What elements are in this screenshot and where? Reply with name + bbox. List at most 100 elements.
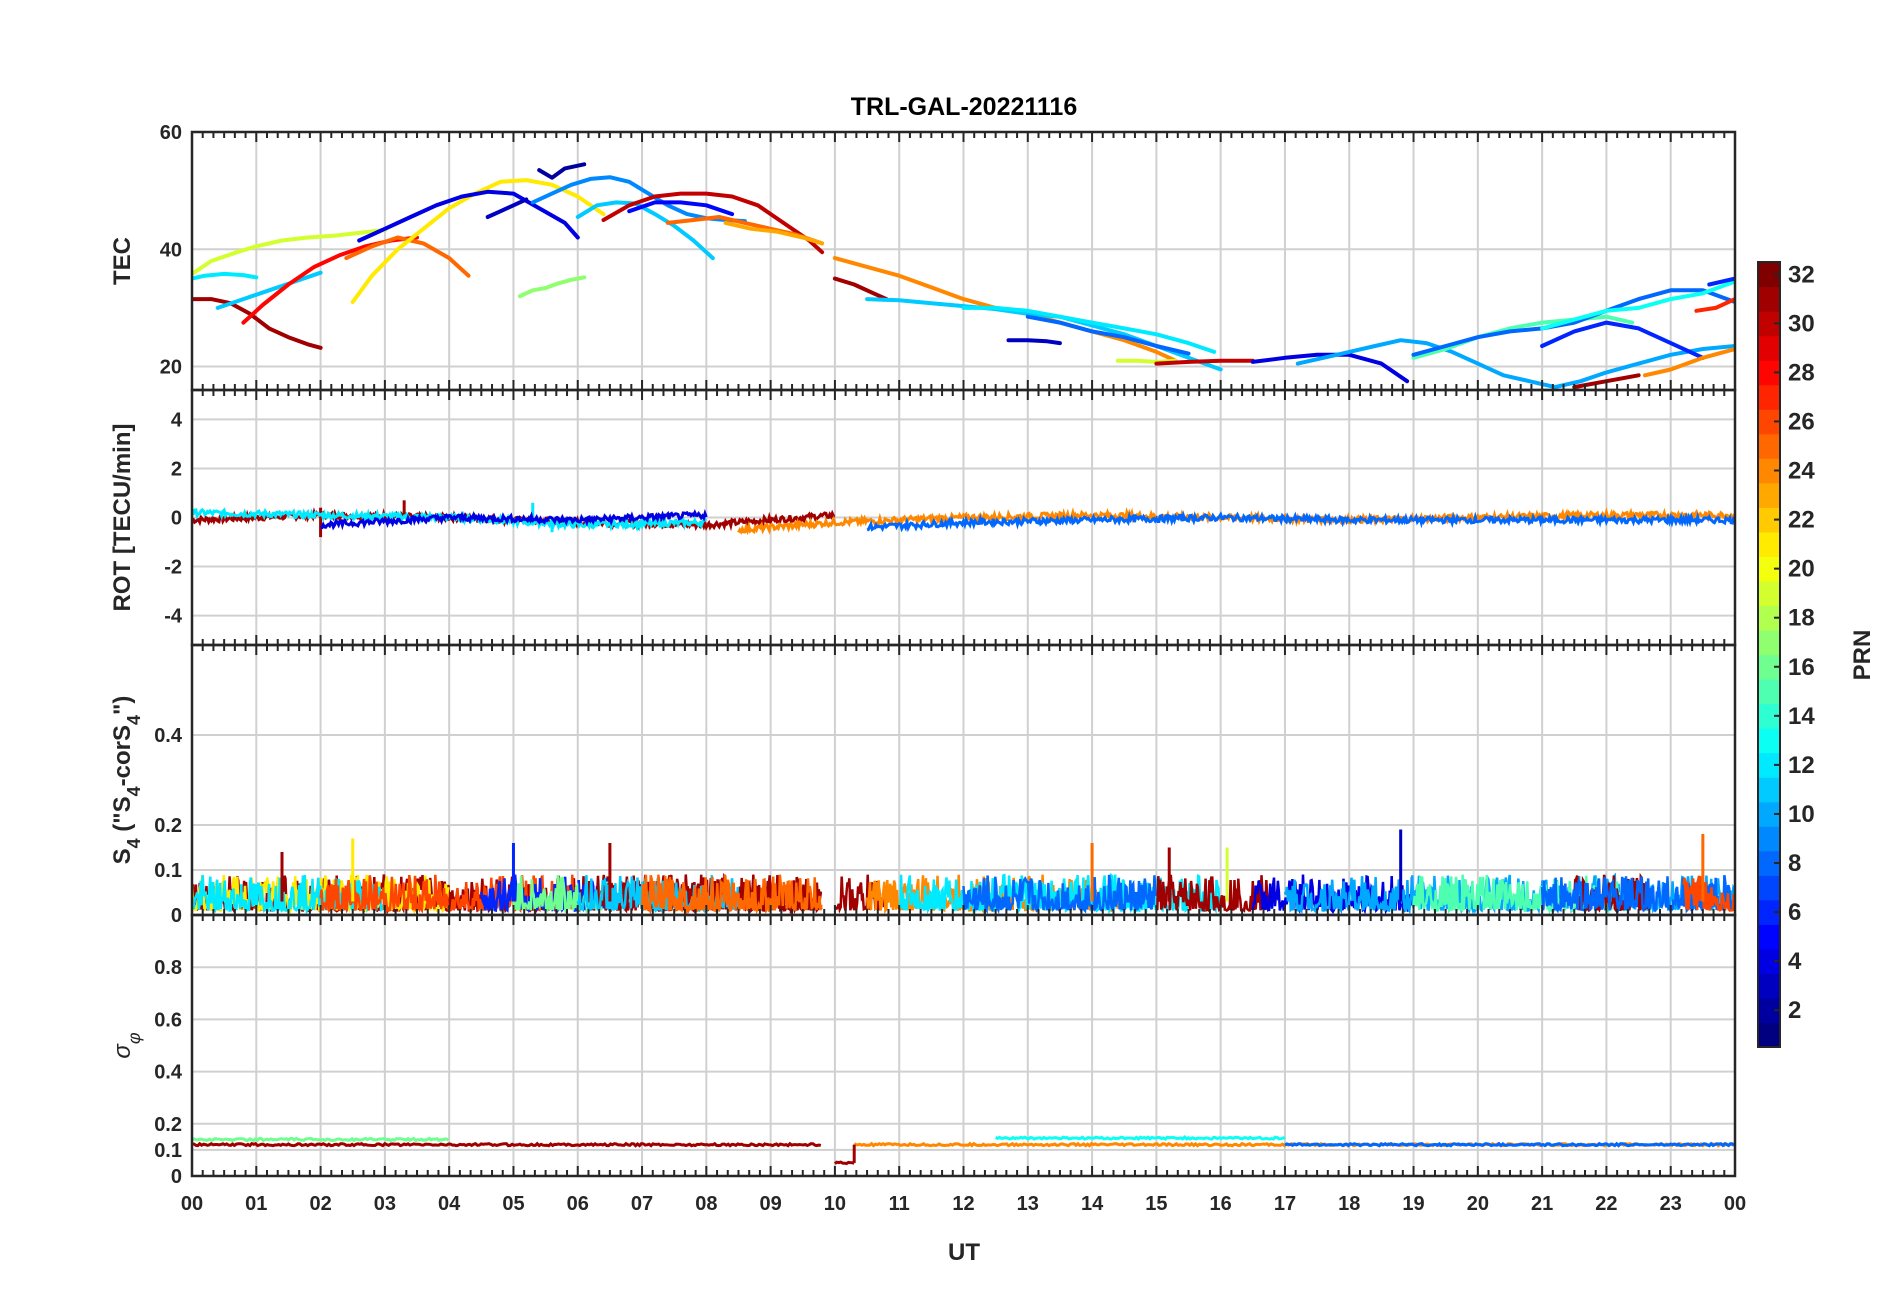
colorbar-tick-label: 16 <box>1788 654 1815 681</box>
x-tick-label: 00 <box>181 1193 203 1215</box>
y-tick-label: 0 <box>171 1166 182 1188</box>
series-line-prn-16 <box>192 1136 450 1143</box>
colorbar-swatch <box>1758 409 1780 435</box>
colorbar-swatch <box>1758 777 1780 803</box>
y-tick-label: 0.2 <box>154 815 182 837</box>
y-tick-label: 40 <box>160 239 182 261</box>
colorbar-tick-label: 6 <box>1788 899 1801 926</box>
series-line-prn-3 <box>485 197 529 219</box>
series-line-prn-31 <box>192 297 323 350</box>
colorbar-tick-label: 14 <box>1788 703 1815 730</box>
colorbar-swatch <box>1758 679 1780 705</box>
x-axis-label: UT <box>948 1239 980 1266</box>
x-tick-label: 16 <box>1210 1193 1232 1215</box>
colorbar-swatch <box>1758 507 1780 533</box>
y-tick-label: -2 <box>164 557 182 579</box>
chart-title: TRL-GAL-20221116 <box>851 93 1078 121</box>
y-tick-label: 2 <box>171 458 182 480</box>
y-tick-label: 0 <box>171 508 182 530</box>
colorbar-swatch <box>1758 580 1780 607</box>
x-tick-label: 13 <box>1017 1193 1039 1215</box>
colorbar-swatch <box>1758 531 1780 557</box>
colorbar-tick-label: 8 <box>1788 850 1801 877</box>
colorbar-swatch <box>1758 458 1780 484</box>
colorbar-swatch <box>1758 482 1780 508</box>
y-tick-label: 0.4 <box>154 1062 183 1084</box>
y-tick-label: 0.4 <box>154 725 183 747</box>
series-line-prn-12 <box>898 872 1222 915</box>
colorbar-swatch <box>1758 826 1780 852</box>
series-line-prn-10 <box>1295 338 1735 390</box>
series-line-prn-11 <box>215 270 323 310</box>
series-line-prn-3 <box>1006 338 1062 346</box>
series-line-prn-8 <box>866 510 1735 533</box>
y-axis-label-rot: ROT [TECU/min] <box>109 424 136 612</box>
y-axis-label-tec: TEC <box>109 237 136 285</box>
series-line-prn-12 <box>961 305 1217 354</box>
colorbar-tick-label: 28 <box>1788 359 1815 386</box>
colorbar-swatch <box>1758 556 1780 582</box>
x-tick-label: 05 <box>502 1193 524 1215</box>
series-line-prn-30 <box>601 191 825 255</box>
series-line-prn-17 <box>517 275 587 299</box>
x-tick-label: 22 <box>1595 1193 1617 1215</box>
colorbar-swatch <box>1758 801 1780 827</box>
panel-data <box>192 162 1735 390</box>
colorbar-swatch <box>1758 899 1780 925</box>
panel-data <box>192 500 1735 538</box>
colorbar-swatch <box>1758 703 1780 729</box>
panel-tec: 20 40 60 TEC <box>109 122 1737 392</box>
colorbar-swatch <box>1758 629 1780 656</box>
y-tick-label: 0.8 <box>154 957 182 979</box>
panel-data <box>192 1135 1735 1166</box>
x-tick-label: 21 <box>1531 1193 1553 1215</box>
series-line-prn-8 <box>1025 314 1191 356</box>
colorbar-tick-label: 32 <box>1788 261 1815 288</box>
series-line-prn-2 <box>537 162 587 180</box>
x-tick-label: 15 <box>1145 1193 1167 1215</box>
y-axis-label-s4: S4 ("S4-corS4") <box>109 696 144 865</box>
colorbar-tick-label: 24 <box>1788 458 1815 485</box>
series-line-prn-31 <box>834 1160 855 1166</box>
series-line-prn-8 <box>1411 288 1735 357</box>
x-tick-label: 19 <box>1402 1193 1424 1215</box>
x-tick-label: 02 <box>309 1193 331 1215</box>
series-line-prn-15 <box>1411 314 1635 360</box>
colorbar-tick-label: 10 <box>1788 801 1815 828</box>
colorbar-swatch <box>1758 360 1780 386</box>
y-tick-label: 0.1 <box>154 860 182 882</box>
colorbar-swatch <box>1758 997 1780 1024</box>
y-axis-label-sigma_phi: σφ <box>109 1032 144 1058</box>
x-tick-label: 00 <box>1724 1193 1746 1215</box>
colorbar-swatch <box>1758 311 1780 337</box>
colorbar-swatch <box>1758 973 1780 999</box>
colorbar-swatch <box>1758 752 1780 778</box>
x-tick-label: 04 <box>438 1193 461 1215</box>
colorbar-frame <box>1757 261 1781 1048</box>
colorbar-label: PRN <box>1849 630 1876 681</box>
x-tick-label: 20 <box>1467 1193 1489 1215</box>
series-line-prn-30 <box>1154 358 1255 366</box>
x-tick-label: 09 <box>760 1193 782 1215</box>
colorbar-swatch <box>1758 335 1780 361</box>
colorbar-tick-label: 2 <box>1788 997 1801 1024</box>
series-line-prn-23 <box>723 220 825 246</box>
colorbar-swatch <box>1758 384 1780 410</box>
y-tick-label: 60 <box>160 122 182 144</box>
x-tick-label: 01 <box>245 1193 267 1215</box>
colorbar-tick-label: 26 <box>1788 408 1815 435</box>
colorbar-swatch <box>1758 1022 1780 1048</box>
series-line-prn-31 <box>192 1141 822 1148</box>
x-tick-label: 10 <box>824 1193 846 1215</box>
series-line-prn-9 <box>530 175 747 224</box>
panel-s4: 0 0.1 0.2 0.4 S4 ("S4-corS4") <box>109 643 1737 927</box>
x-tick-label: 08 <box>695 1193 717 1215</box>
colorbar-tick-label: 4 <box>1788 948 1802 975</box>
colorbar-swatch <box>1758 262 1780 288</box>
colorbar-swatch <box>1758 654 1780 680</box>
series-line-prn-4 <box>320 508 708 531</box>
colorbar-tick-label: 30 <box>1788 310 1815 337</box>
